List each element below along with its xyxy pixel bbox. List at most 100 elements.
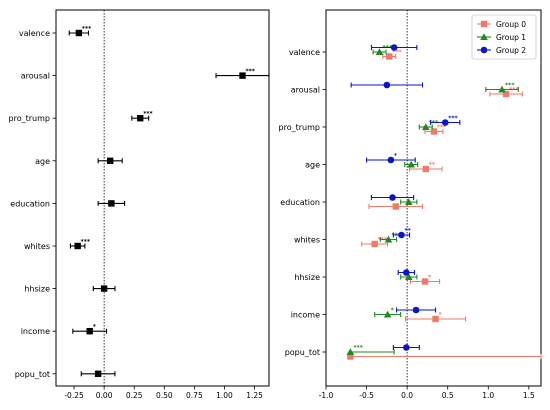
category-label-whites: whites <box>24 242 50 251</box>
data-point-group-0-valence: *** <box>382 49 403 60</box>
data-point-series-valence: *** <box>68 26 92 37</box>
category-label-popu-tot: popu_tot <box>15 370 50 379</box>
point-marker <box>74 242 81 250</box>
point-marker <box>371 240 378 248</box>
data-point-group-0-whites: *** <box>361 237 389 248</box>
x-tick-label: 0.5 <box>442 391 454 400</box>
data-point-group-2-hhsize <box>397 269 415 276</box>
point-marker <box>502 90 510 98</box>
x-tick-label: 0.25 <box>126 391 143 400</box>
left-coefficient-plot: -0.25 0.00 0.25 0.50 0.75 1.00 1.25 valence arou… <box>9 9 270 400</box>
data-point-group-1-education <box>400 198 418 206</box>
point-marker <box>389 194 396 201</box>
category-label-education: education <box>280 198 320 207</box>
data-point-series-age <box>97 157 123 164</box>
legend-marker <box>480 20 488 28</box>
data-point-group-2-education <box>370 194 415 201</box>
plot-frame <box>325 9 542 387</box>
data-point-group-0-popu-tot <box>347 353 542 360</box>
significance-stars: * <box>439 312 443 319</box>
point-marker <box>432 315 439 323</box>
point-marker <box>108 200 115 207</box>
data-point-group-2-valence <box>370 44 418 51</box>
category-label-income: income <box>291 311 320 320</box>
significance-stars: *** <box>143 111 153 118</box>
category-label-age: age <box>305 161 320 170</box>
category-label-pro-trump: pro_trump <box>9 114 50 123</box>
x-tick-label: -0.5 <box>359 391 374 400</box>
x-tick-label: 0.50 <box>156 391 173 400</box>
significance-stars: * <box>93 324 97 331</box>
legend-box <box>471 14 537 60</box>
plot-frame <box>55 9 270 387</box>
data-point-series-whites: *** <box>69 239 91 250</box>
x-tick-label: 1.25 <box>246 391 263 400</box>
point-marker <box>421 278 429 285</box>
point-marker <box>441 119 449 126</box>
point-marker <box>94 370 102 377</box>
significance-stars: *** <box>353 345 363 352</box>
category-label-valence: valence <box>19 29 50 38</box>
point-marker <box>346 348 355 356</box>
point-marker <box>421 123 430 131</box>
point-marker <box>387 156 395 164</box>
point-marker <box>75 29 83 37</box>
data-point-group-1-hhsize <box>400 273 418 281</box>
legend-label: Group 1 <box>496 33 526 42</box>
point-marker <box>86 328 93 335</box>
legend-item-group-1: Group 1 <box>477 33 526 42</box>
legend: Group 0 Group 1 Group 2 <box>471 14 537 60</box>
significance-stars: * <box>394 153 398 160</box>
point-marker <box>383 81 391 89</box>
significance-stars: *** <box>82 26 92 33</box>
category-label-education: education <box>10 199 50 208</box>
x-tick-label: -0.25 <box>64 391 84 400</box>
data-point-group-1-age <box>404 160 419 168</box>
data-point-group-2-arousal <box>350 81 424 89</box>
point-marker <box>430 128 438 135</box>
x-tick-label: 0.00 <box>96 391 113 400</box>
x-tick-label: 0.75 <box>186 391 203 400</box>
point-marker <box>383 310 392 318</box>
significance-stars: *** <box>448 115 458 122</box>
point-marker <box>384 235 393 243</box>
point-marker <box>390 44 398 51</box>
point-marker <box>407 160 415 168</box>
significance-stars: ** <box>429 162 436 169</box>
significance-stars: *** <box>505 82 515 89</box>
data-point-group-1-arousal: *** <box>485 82 519 93</box>
category-label-valence: valence <box>289 48 320 57</box>
x-tick-label: 1.0 <box>482 391 494 400</box>
data-point-series-pro-trump: *** <box>131 111 154 122</box>
point-marker <box>106 157 114 164</box>
category-label-arousal: arousal <box>291 86 320 95</box>
point-marker <box>404 273 413 281</box>
point-marker <box>403 344 410 351</box>
point-marker <box>498 85 506 93</box>
x-tick-label: 1.5 <box>523 391 535 400</box>
category-label-popu-tot: popu_tot <box>285 348 320 357</box>
point-marker <box>239 72 246 79</box>
point-marker <box>404 198 413 206</box>
data-point-group-1-income: * <box>374 307 402 318</box>
data-point-series-popu-tot <box>80 370 116 377</box>
significance-stars: *** <box>392 49 402 56</box>
legend-label: Group 2 <box>496 46 526 55</box>
data-point-series-income: * <box>72 324 108 335</box>
point-marker <box>100 285 108 292</box>
category-label-age: age <box>35 157 50 166</box>
legend-item-group-0: Group 0 <box>477 20 526 29</box>
data-point-group-2-income <box>396 306 437 314</box>
point-marker <box>375 48 384 56</box>
point-marker <box>403 269 410 276</box>
point-marker <box>347 353 354 360</box>
data-point-series-hhsize <box>92 285 116 292</box>
category-label-arousal: arousal <box>21 72 50 81</box>
significance-stars: * <box>391 307 395 314</box>
significance-stars: *** <box>81 239 91 246</box>
data-point-group-2-popu-tot <box>392 344 420 351</box>
category-label-income: income <box>21 327 50 336</box>
data-point-group-2-whites: ** <box>392 228 412 239</box>
significance-stars: *** <box>246 68 256 75</box>
point-marker <box>392 203 399 210</box>
